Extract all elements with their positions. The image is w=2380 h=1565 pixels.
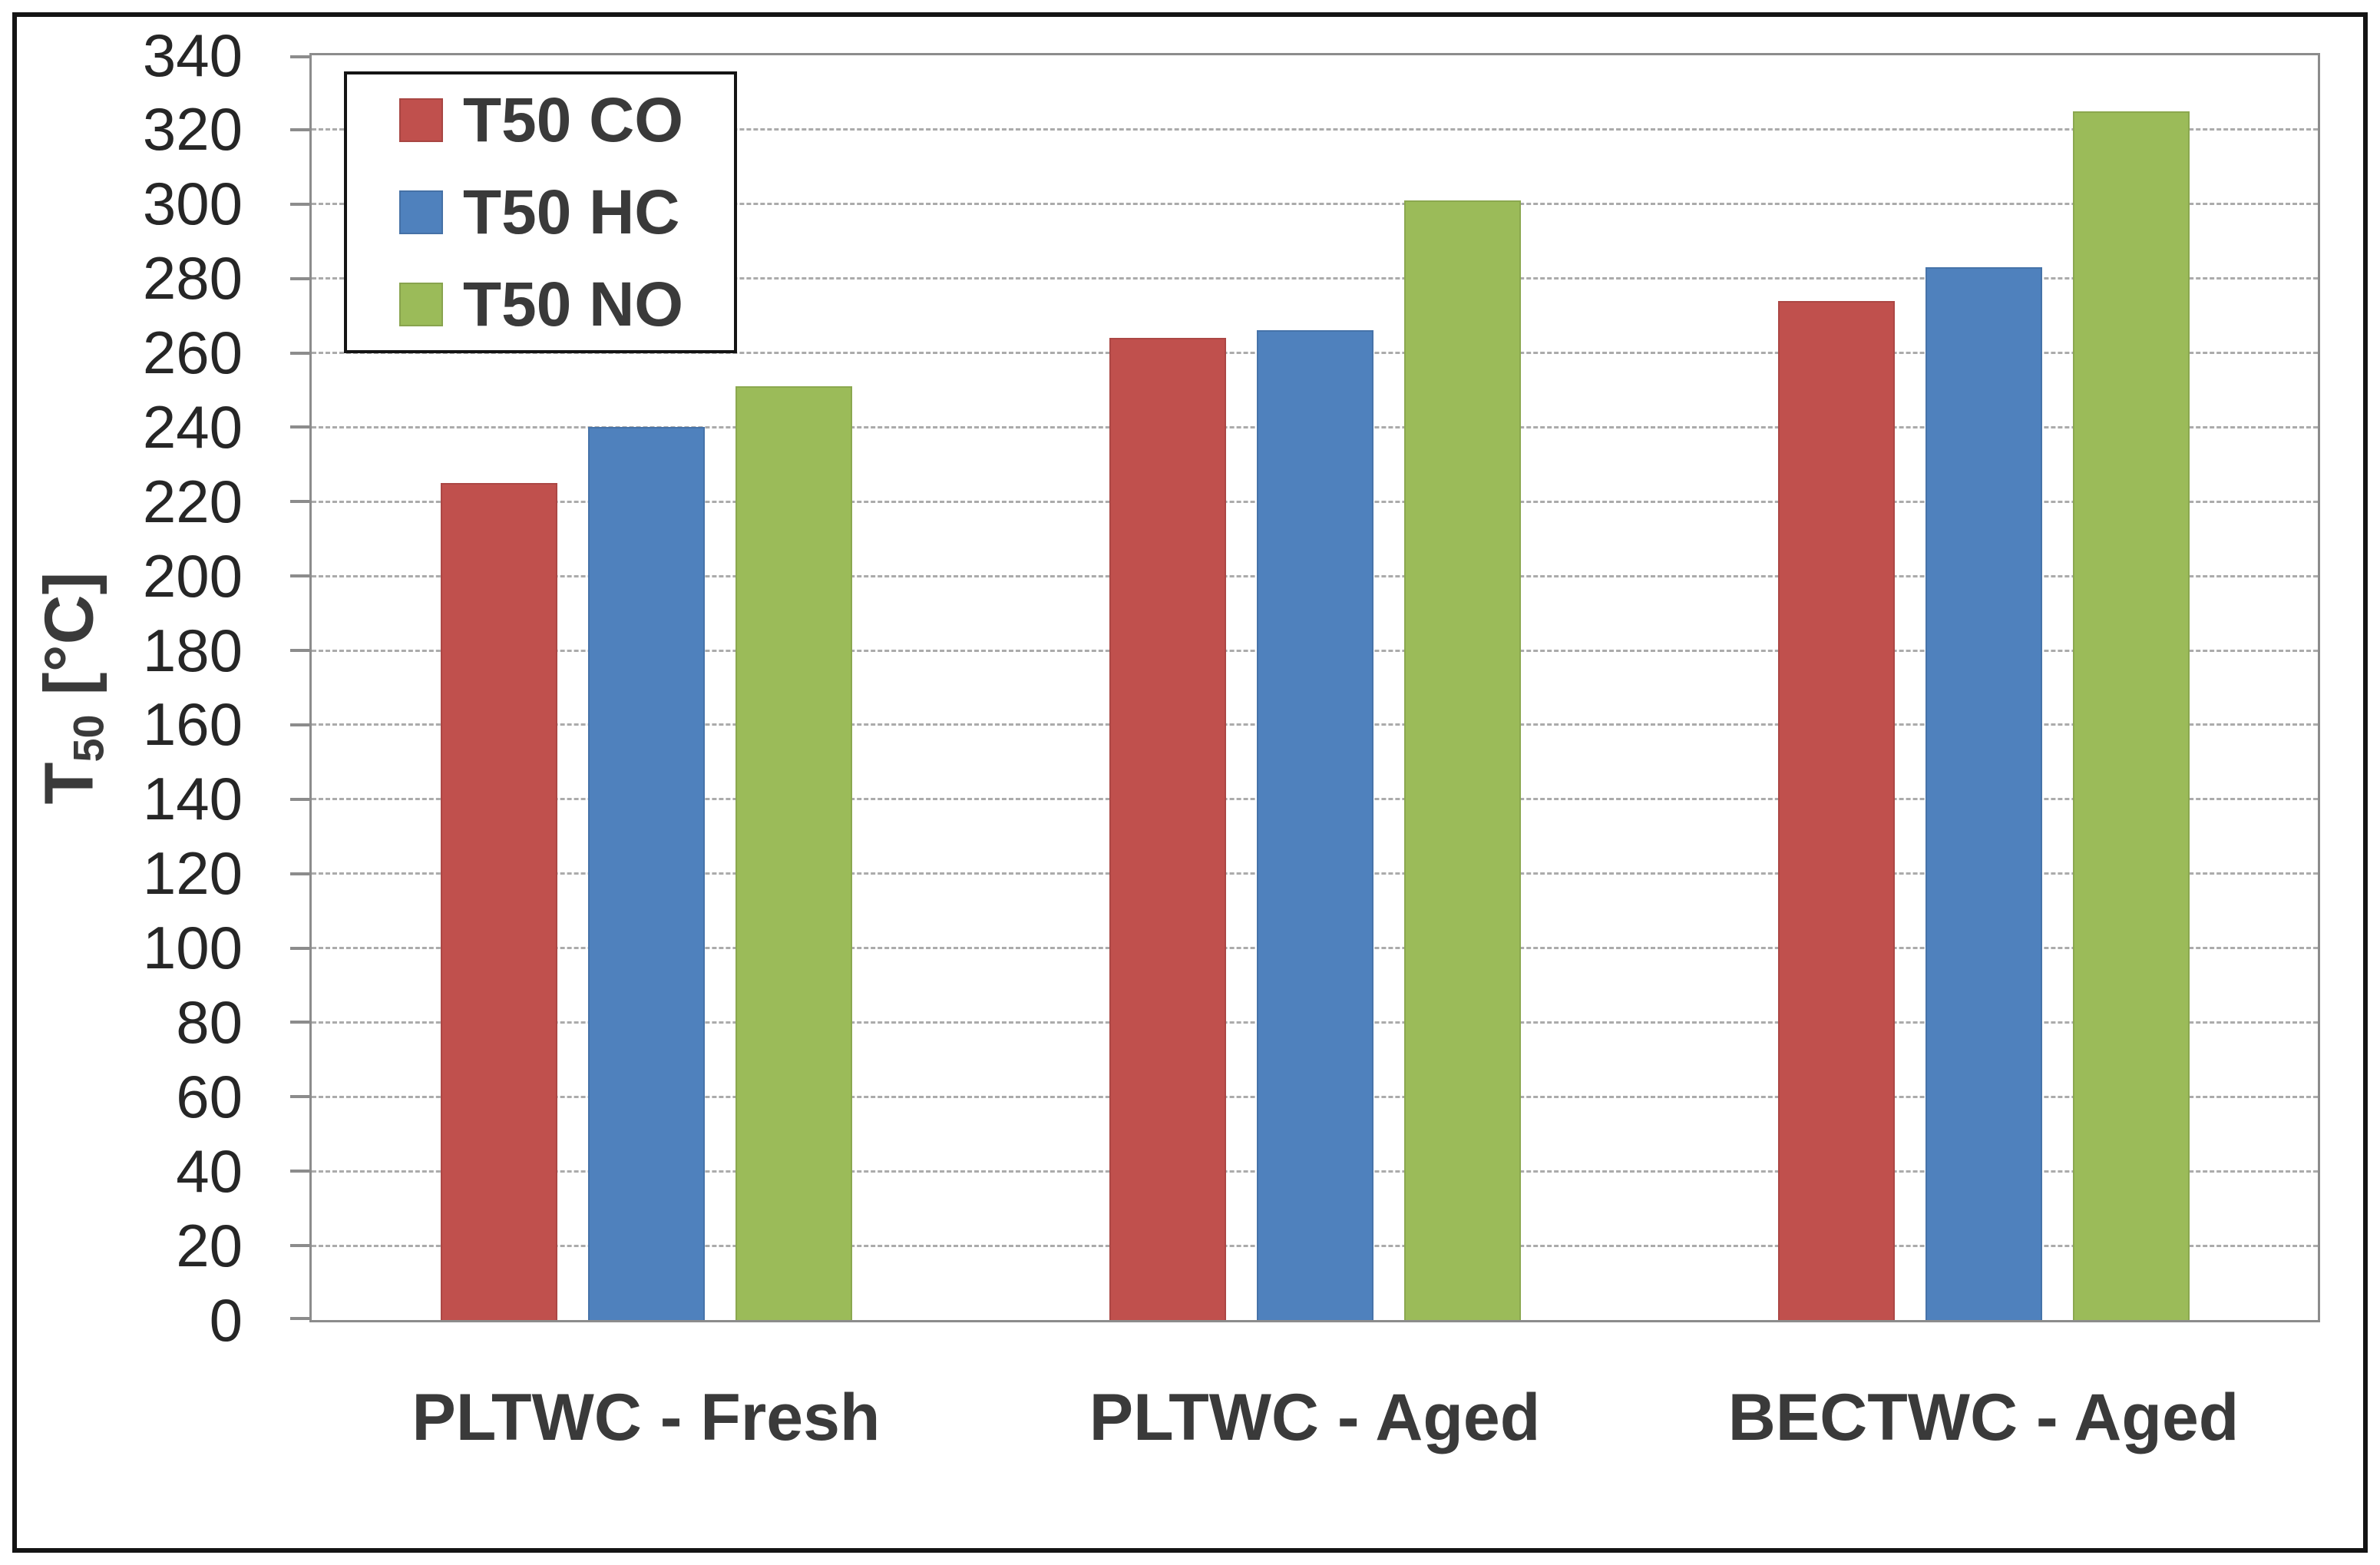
y-tick-label-40: 40 bbox=[176, 1137, 243, 1205]
y-axis-tick-40 bbox=[290, 1170, 310, 1173]
y-tick-label-320: 320 bbox=[142, 95, 243, 164]
y-axis-tick-260 bbox=[290, 351, 310, 355]
y-axis-title: T50 [°C] bbox=[14, 53, 129, 1322]
y-axis-tick-160 bbox=[290, 723, 310, 726]
y-axis-tick-20 bbox=[290, 1244, 310, 1248]
legend-label-t50-no: T50 NO bbox=[463, 269, 684, 339]
gridline-280 bbox=[312, 277, 2318, 280]
y-axis-tick-220 bbox=[290, 500, 310, 504]
legend-swatch-t50-hc bbox=[399, 190, 443, 234]
y-tick-label-20: 20 bbox=[176, 1211, 243, 1279]
y-axis-tick-200 bbox=[290, 574, 310, 578]
y-tick-label-240: 240 bbox=[142, 392, 243, 461]
gridline-300 bbox=[312, 203, 2318, 206]
y-tick-label-260: 260 bbox=[142, 319, 243, 387]
gridline-320 bbox=[312, 128, 2318, 131]
y-tick-label-140: 140 bbox=[142, 765, 243, 833]
y-tick-label-280: 280 bbox=[142, 244, 243, 313]
bar-t50-no-pltwc-aged bbox=[1403, 200, 1521, 1320]
bar-t50-hc-pltwc-fresh bbox=[587, 427, 705, 1320]
legend-label-t50-co: T50 CO bbox=[463, 84, 684, 155]
y-axis-tick-120 bbox=[290, 872, 310, 875]
bar-t50-no-bectwc-aged bbox=[2072, 111, 2190, 1320]
y-tick-label-200: 200 bbox=[142, 541, 243, 610]
plot-area: 0 20 40 60 80 100 120 140 160 180 200 220 240 260 280 3… bbox=[143, 22, 2320, 1454]
y-tick-label-160: 160 bbox=[142, 690, 243, 759]
y-tick-label-80: 80 bbox=[176, 988, 243, 1056]
y-axis-tick-80 bbox=[290, 1021, 310, 1024]
bar-t50-hc-pltwc-aged bbox=[1256, 330, 1373, 1320]
legend-item-t50-hc: T50 HC bbox=[399, 177, 734, 247]
y-tick-label-60: 60 bbox=[176, 1062, 243, 1130]
legend-item-t50-co: T50 CO bbox=[399, 84, 734, 155]
y-axis-tick-280 bbox=[290, 276, 310, 280]
y-tick-label-340: 340 bbox=[142, 21, 243, 89]
chart-outer-border bbox=[12, 12, 2368, 1553]
bar-t50-hc-bectwc-aged bbox=[1925, 267, 2042, 1320]
category-label-bectwc-aged: BECTWC - Aged bbox=[1727, 1381, 2240, 1454]
category-label-pltwc-aged: PLTWC - Aged bbox=[1089, 1381, 1541, 1454]
y-tick-label-300: 300 bbox=[142, 170, 243, 238]
y-axis-tick-100 bbox=[290, 946, 310, 950]
y-tick-label-220: 220 bbox=[142, 467, 243, 535]
y-tick-label-100: 100 bbox=[142, 914, 243, 982]
legend-swatch-t50-co bbox=[399, 98, 443, 142]
y-tick-label-0: 0 bbox=[209, 1285, 243, 1354]
legend-swatch-t50-no bbox=[399, 283, 443, 326]
y-axis-tick-140 bbox=[290, 797, 310, 801]
legend-item-t50-no: T50 NO bbox=[399, 273, 734, 336]
y-axis-tick-240 bbox=[290, 425, 310, 429]
legend: T50 CO T50 HC T50 NO bbox=[344, 71, 737, 353]
category-label-pltwc-fresh: PLTWC - Fresh bbox=[412, 1381, 881, 1454]
legend-label-t50-hc: T50 HC bbox=[463, 177, 680, 247]
y-axis-tick-340 bbox=[290, 55, 310, 58]
bar-t50-co-pltwc-fresh bbox=[440, 483, 557, 1320]
y-axis-title-text: T50 [°C] bbox=[31, 571, 112, 805]
bar-t50-no-pltwc-fresh bbox=[735, 386, 852, 1320]
bar-t50-co-bectwc-aged bbox=[1777, 300, 1895, 1320]
y-axis-tick-300 bbox=[290, 202, 310, 206]
y-axis-tick-320 bbox=[290, 127, 310, 131]
bar-t50-co-pltwc-aged bbox=[1109, 338, 1226, 1320]
y-tick-label-120: 120 bbox=[142, 839, 243, 908]
y-tick-label-180: 180 bbox=[142, 616, 243, 684]
y-axis-tick-60 bbox=[290, 1095, 310, 1099]
y-axis-tick-0 bbox=[290, 1317, 310, 1320]
y-axis-tick-180 bbox=[290, 649, 310, 653]
